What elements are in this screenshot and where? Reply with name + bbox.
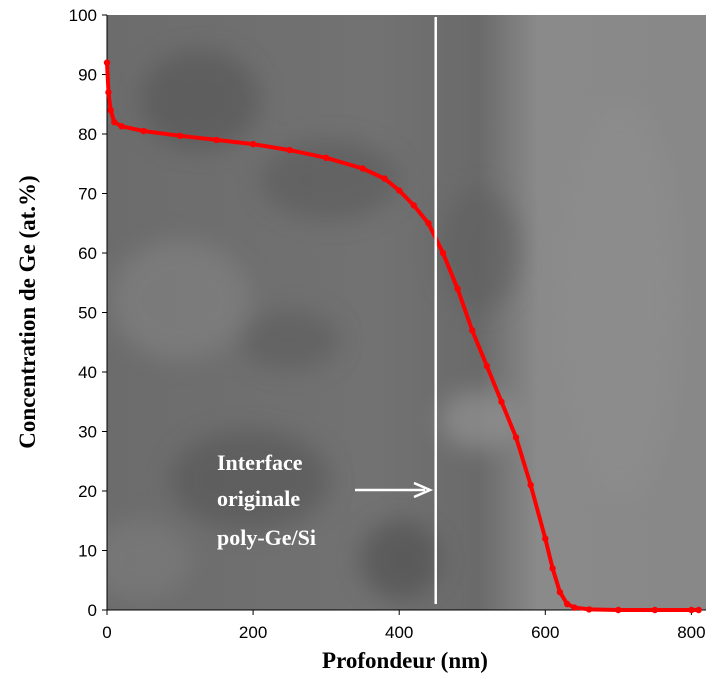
y-tick-label: 80 <box>78 125 97 144</box>
background-image <box>107 15 706 610</box>
data-point <box>381 175 388 182</box>
y-tick-label: 30 <box>78 423 97 442</box>
data-point <box>469 327 476 334</box>
data-point <box>111 118 118 126</box>
data-point <box>359 165 366 172</box>
x-tick-label: 0 <box>102 623 111 642</box>
y-tick-label: 10 <box>78 542 97 561</box>
x-tick-label: 200 <box>239 623 267 642</box>
data-point <box>498 398 505 405</box>
data-point <box>615 606 622 614</box>
annotation-text: poly-Ge/Si <box>217 525 316 550</box>
data-point <box>549 565 556 572</box>
y-tick-label: 90 <box>78 66 97 85</box>
annotation: Interface originale poly-Ge/Si <box>217 17 437 604</box>
y-tick-label: 50 <box>78 304 97 323</box>
data-point <box>564 600 571 608</box>
y-tick-label: 20 <box>78 482 97 501</box>
data-point <box>688 606 695 614</box>
x-axis-title: Profondeur (nm) <box>322 648 488 673</box>
annotation-text: Interface <box>217 450 303 475</box>
data-point <box>410 202 418 209</box>
data-point <box>571 604 578 611</box>
data-point <box>512 434 520 441</box>
data-point <box>249 140 257 148</box>
data-point <box>695 606 702 614</box>
data-point <box>651 606 659 614</box>
x-tick-label: 400 <box>385 623 413 642</box>
data-point <box>425 220 432 227</box>
annotation-text: originale <box>217 486 300 511</box>
data-point <box>103 59 111 66</box>
data-point <box>213 136 220 144</box>
data-point <box>542 535 549 542</box>
x-tick-label: 600 <box>531 623 559 642</box>
y-tick-label: 40 <box>78 363 97 382</box>
y-tick-label: 70 <box>78 185 97 204</box>
y-tick-label: 100 <box>69 6 97 25</box>
data-point <box>585 606 593 613</box>
y-tick-label: 60 <box>78 244 97 263</box>
data-point <box>105 89 112 96</box>
data-point <box>140 127 147 135</box>
data-point <box>439 249 447 257</box>
data-point <box>483 362 491 370</box>
data-point <box>527 481 534 489</box>
data-point <box>395 187 403 194</box>
data-point <box>107 107 114 114</box>
x-tick-label: 800 <box>677 623 705 642</box>
y-tick-label: 0 <box>88 601 97 620</box>
y-axis-title: Concentration de Ge (at.%) <box>15 175 40 448</box>
data-point <box>286 146 293 154</box>
data-point <box>454 285 461 292</box>
data-point <box>118 123 125 130</box>
arrow-head <box>413 481 434 499</box>
data-point <box>322 154 330 161</box>
data-point <box>556 588 564 596</box>
data-point <box>176 132 184 139</box>
